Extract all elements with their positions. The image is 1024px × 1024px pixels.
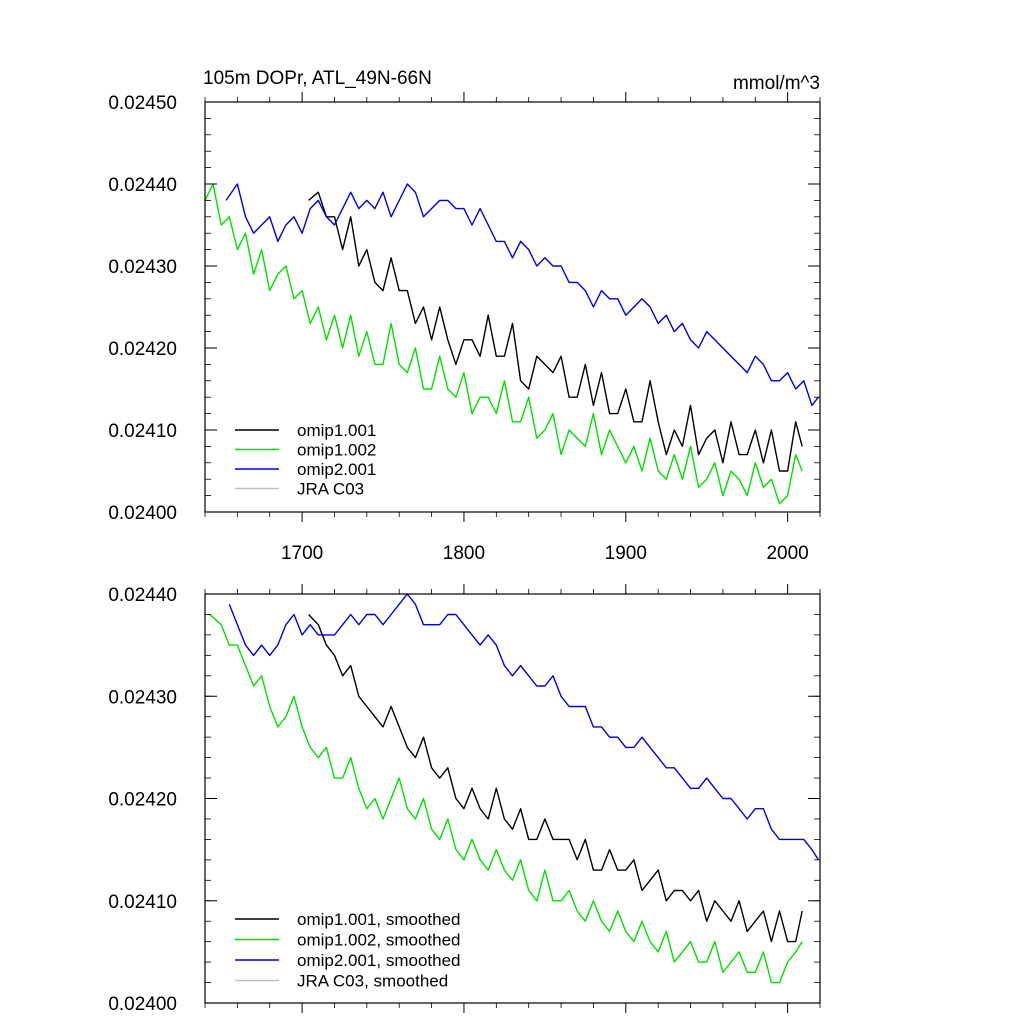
y-tick-label: 0.02420 — [108, 339, 177, 360]
y-tick-label: 0.02440 — [108, 175, 177, 196]
series-line-0 — [308, 614, 803, 943]
top-panel-title: 105m DOPr, ATL_49N-66N — [203, 68, 432, 89]
series-line-1 — [209, 613, 803, 984]
series-line-0 — [308, 191, 803, 472]
y-tick-label: 0.02410 — [108, 892, 177, 913]
series-line-1 — [204, 183, 803, 505]
legend-label-0: omip1.001, smoothed — [297, 910, 461, 929]
x-tick-label: 1800 — [443, 543, 485, 564]
legend-label-2: omip2.001 — [297, 460, 376, 479]
legend-label-3: JRA C03, smoothed — [297, 972, 448, 991]
y-tick-label: 0.02420 — [108, 790, 177, 811]
bottom-panel-legend: omip1.001, smoothed omip1.002, smoothedom… — [235, 910, 461, 991]
y-tick-label: 0.02430 — [108, 687, 177, 708]
series-line-2 — [225, 183, 819, 407]
y-tick-label: 0.02440 — [108, 585, 177, 606]
y-tick-label: 0.02450 — [108, 93, 177, 114]
legend-label-0: omip1.001 — [297, 421, 376, 440]
x-tick-label: 2000 — [766, 543, 808, 564]
top-panel-axes: 0.02400 0.02410 0.02420 0.02430 0.02440 0.024… — [108, 92, 821, 564]
series-line-2 — [228, 593, 819, 861]
y-tick-label: 0.02400 — [108, 503, 177, 524]
bottom-panel: 0.02400 0.02410 0.02420 0.02430 0.02440 omip… — [108, 584, 821, 1015]
plot-frame — [204, 101, 821, 513]
legend-label-1: omip1.002, smoothed — [297, 931, 461, 950]
y-tick-label: 0.02430 — [108, 257, 177, 278]
legend-label-2: omip2.001, smoothed — [297, 951, 461, 970]
y-tick-label: 0.02400 — [108, 994, 177, 1015]
legend-label-3: JRA C03 — [297, 480, 364, 499]
top-panel-series — [204, 183, 819, 505]
top-panel: 105m DOPr, ATL_49N-66N mmol/m^3 0.024000… — [108, 68, 821, 564]
y-tick-label: 0.02410 — [108, 421, 177, 442]
bottom-panel-axes: 0.02400 0.02410 0.02420 0.02430 0.02440 — [108, 584, 821, 1015]
x-tick-label: 1900 — [605, 543, 647, 564]
top-panel-units: mmol/m^3 — [733, 73, 820, 94]
bottom-panel-series — [209, 593, 819, 984]
x-tick-label: 1700 — [281, 543, 323, 564]
legend-label-1: omip1.002 — [297, 441, 376, 460]
